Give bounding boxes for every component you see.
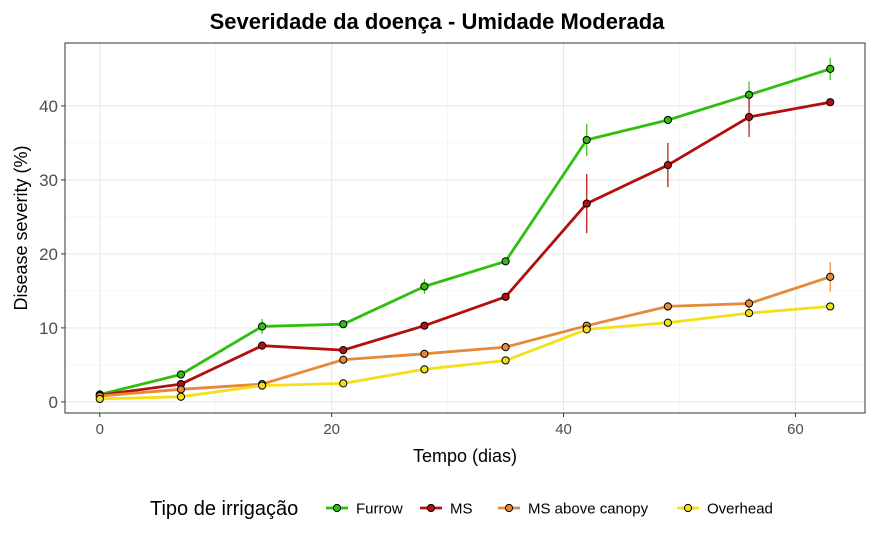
series-ms — [95, 97, 835, 400]
data-point — [420, 321, 429, 330]
y-axis: 0 10 20 30 40 — [39, 97, 65, 412]
data-point — [826, 98, 835, 107]
grid — [65, 43, 865, 413]
data-point — [339, 346, 348, 355]
series-line — [99, 67, 831, 396]
series-line — [99, 305, 831, 401]
data-point — [501, 343, 510, 352]
x-tick-label: 40 — [555, 421, 572, 438]
data-point — [663, 161, 672, 170]
data-point — [95, 394, 104, 404]
data-point — [420, 282, 429, 291]
x-axis: 0 20 40 60 — [96, 413, 804, 438]
legend-item-ms: MS — [420, 501, 473, 518]
chart-title: Severidade da doença - Umidade Moderada — [210, 9, 666, 34]
legend-swatch-point — [504, 503, 514, 513]
series-furrow — [95, 57, 835, 399]
data-point — [501, 292, 510, 301]
x-tick-label: 60 — [787, 421, 804, 438]
series-overhead — [95, 302, 835, 404]
x-tick-label: 20 — [323, 421, 340, 438]
y-tick-label: 20 — [39, 245, 58, 264]
y-tick-label: 40 — [39, 97, 58, 116]
legend-item-ms-above-canopy: MS above canopy — [498, 501, 649, 518]
data-point — [176, 370, 186, 379]
data-point — [258, 322, 267, 331]
data-point — [339, 320, 348, 329]
data-point — [663, 115, 672, 125]
data-point — [501, 257, 510, 266]
data-point — [420, 365, 429, 374]
data-point — [582, 135, 591, 145]
data-point — [826, 302, 835, 311]
series-layer — [95, 57, 835, 404]
series-line — [99, 100, 831, 397]
data-point — [176, 392, 186, 401]
data-point — [582, 325, 591, 334]
data-point — [420, 349, 429, 358]
x-tick-label: 0 — [96, 421, 104, 438]
legend-label: MS above canopy — [528, 501, 649, 518]
legend-swatch-point — [426, 503, 436, 513]
legend: Tipo de irrigação Furrow MS MS above canop… — [150, 498, 773, 520]
x-axis-title: Tempo (dias) — [413, 446, 517, 466]
legend-label: Overhead — [707, 501, 773, 518]
data-point — [258, 341, 267, 350]
data-point — [663, 318, 672, 327]
data-point — [339, 355, 348, 364]
data-point — [258, 381, 267, 390]
legend-item-overhead: Overhead — [677, 501, 773, 518]
y-tick-label: 0 — [49, 393, 58, 412]
data-point — [826, 272, 835, 281]
y-tick-label: 10 — [39, 319, 58, 338]
series-ms-above-canopy — [95, 262, 835, 401]
data-point — [744, 112, 754, 122]
legend-label: Furrow — [356, 501, 403, 518]
y-axis-title: Disease severity (%) — [11, 145, 31, 310]
data-point — [339, 379, 348, 388]
data-point — [176, 385, 186, 394]
plot-panel — [64, 42, 866, 414]
series-line — [99, 275, 831, 398]
legend-swatch-point — [332, 503, 342, 513]
y-tick-label: 30 — [39, 171, 58, 190]
data-point — [826, 64, 835, 74]
data-point — [744, 309, 754, 318]
legend-swatch-point — [683, 503, 693, 513]
legend-title: Tipo de irrigação — [150, 498, 298, 520]
data-point — [663, 302, 672, 311]
data-point — [582, 199, 591, 208]
legend-label: MS — [450, 501, 473, 518]
data-point — [501, 356, 510, 365]
data-point — [744, 299, 754, 308]
legend-item-furrow: Furrow — [326, 501, 403, 518]
